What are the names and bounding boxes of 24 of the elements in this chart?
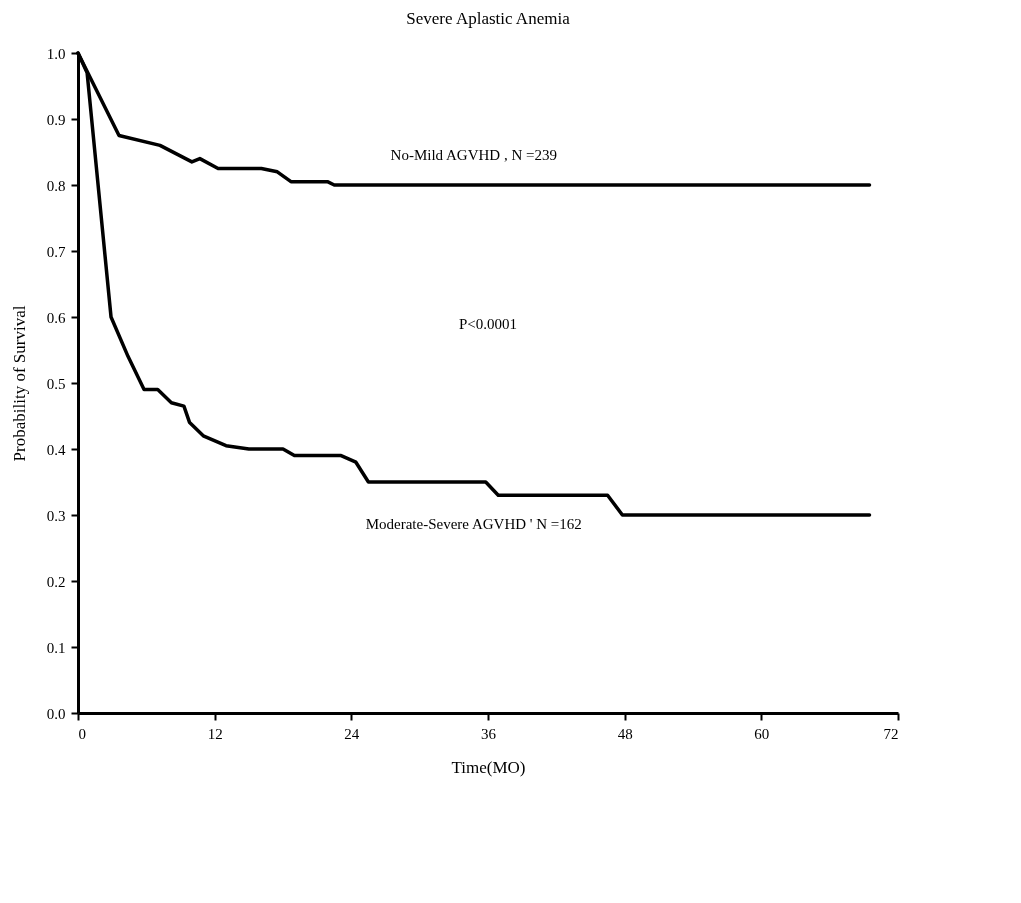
- y-tick-label: 0.5: [46, 375, 66, 392]
- y-tick-label: 0.6: [46, 309, 66, 326]
- x-tick-label: 60: [754, 725, 770, 742]
- y-tick-label: 0.7: [46, 243, 66, 260]
- x-tick-label: 36: [481, 725, 497, 742]
- y-tick-label: 0.3: [46, 507, 66, 524]
- y-tick-label: 0.1: [46, 639, 66, 656]
- series-label: No-Mild AGVHD , N =239: [390, 147, 557, 163]
- x-tick-label: 24: [344, 725, 360, 742]
- x-tick-label: 0: [78, 725, 86, 742]
- annotation: P<0.0001: [458, 315, 518, 332]
- x-tick-label: 48: [617, 725, 633, 742]
- x-tick-label: 12: [207, 725, 223, 742]
- y-tick-label: 0.4: [46, 441, 66, 458]
- x-axis-title: Time(MO): [451, 757, 526, 777]
- y-axis-title: Probability of Survival: [9, 305, 29, 462]
- chart-title: Severe Aplastic Anemia: [406, 9, 571, 28]
- x-tick-label: 72: [883, 725, 899, 742]
- y-tick-label: 0.9: [46, 111, 66, 128]
- y-tick-label: 0.8: [46, 177, 66, 194]
- series-label: Moderate-Severe AGVHD ' N =162: [365, 516, 582, 532]
- y-tick-label: 0.2: [46, 573, 66, 590]
- y-tick-label: 0.0: [46, 705, 66, 722]
- y-tick-label: 1.0: [46, 45, 66, 62]
